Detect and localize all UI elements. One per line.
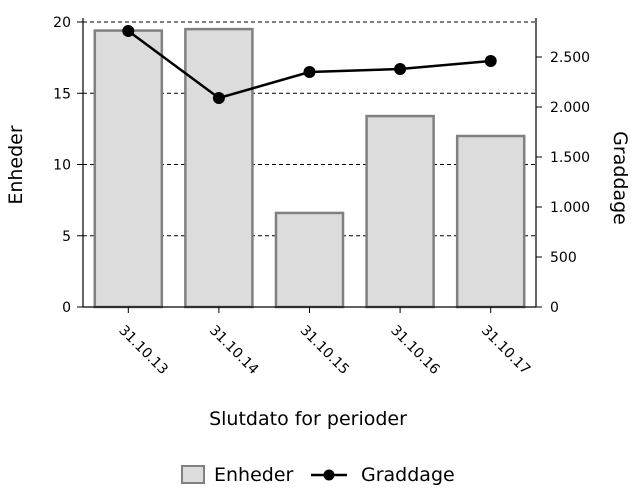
x-tick-label: 31.10.14 [206, 323, 261, 378]
line-series [122, 25, 497, 104]
legend-label-graddage: Graddage [361, 464, 455, 486]
legend: Enheder Graddage [181, 464, 455, 486]
y2-tick-label: 2.500 [550, 50, 590, 66]
bar [365, 114, 435, 309]
y-axis-title: Enheder [5, 125, 27, 205]
legend-bar-swatch [181, 465, 205, 484]
line-path [127, 29, 491, 100]
line-point [212, 92, 225, 104]
y-tick-label: 5 [62, 229, 71, 245]
x-tick-label: 31.10.17 [478, 323, 533, 378]
legend-label-enheder: Enheder [214, 464, 294, 486]
bar [93, 29, 164, 309]
legend-line-marker [323, 469, 335, 481]
x-tick-label: 31.10.15 [297, 323, 352, 378]
y2-tick-label: 500 [550, 250, 577, 266]
bar [274, 211, 345, 309]
y-tick-label: 10 [53, 158, 71, 174]
line-point [484, 55, 497, 67]
x-axis-title: Slutdato for perioder [209, 408, 407, 430]
y-tick-label: 0 [62, 300, 71, 316]
bar [455, 134, 526, 309]
x-tick-label: 31.10.13 [115, 323, 170, 378]
bar [184, 27, 254, 309]
y2-tick-label: 2.000 [550, 100, 590, 116]
y-tick-label: 20 [53, 15, 71, 31]
line-point [303, 66, 316, 78]
y-tick-label: 15 [53, 86, 71, 102]
y2-tick-label: 1.000 [550, 200, 590, 216]
line-point [122, 25, 135, 37]
y2-tick-label: 0 [550, 300, 559, 316]
line-point [394, 63, 407, 75]
y2-axis-title: Graddage [609, 131, 631, 225]
x-tick-label: 31.10.16 [387, 323, 442, 378]
y2-tick-label: 1.500 [550, 150, 590, 166]
